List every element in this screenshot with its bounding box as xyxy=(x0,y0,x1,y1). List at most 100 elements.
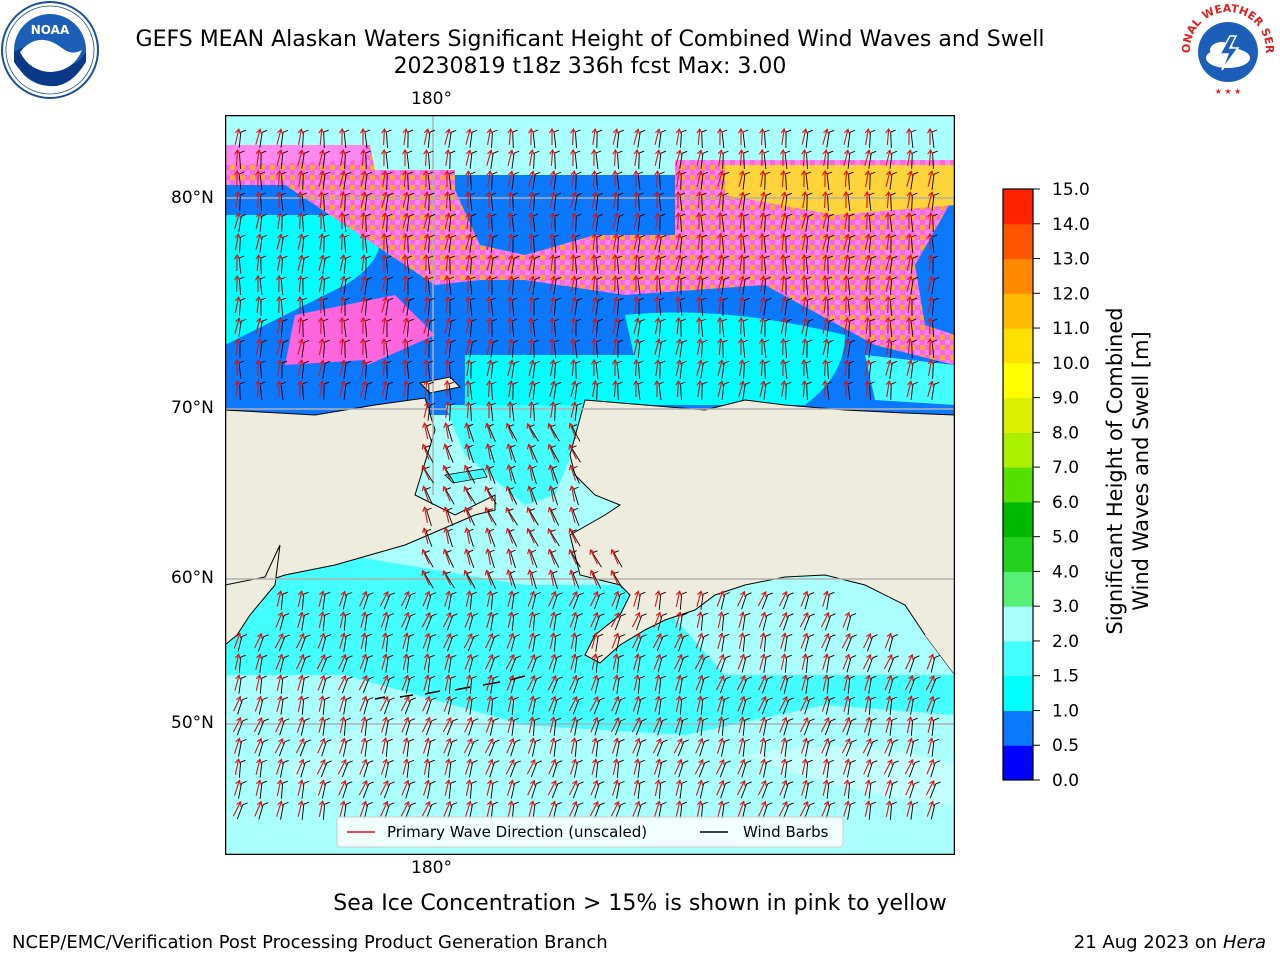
wind-barb xyxy=(574,257,578,275)
wave-direction-arrow xyxy=(591,213,597,229)
wind-barb xyxy=(826,762,830,778)
wind-barb xyxy=(323,194,325,212)
colorbar: 0.00.51.01.52.03.04.05.06.07.08.09.010.0… xyxy=(1002,180,1090,791)
wave-direction-arrow xyxy=(654,234,660,250)
wave-direction-arrow xyxy=(758,801,766,817)
wind-barb xyxy=(449,194,451,212)
chart-subtitle: 20230819 t18z 336h fcst Max: 3.00 xyxy=(393,54,787,79)
wind-barb xyxy=(572,594,580,610)
wave-direction-arrow xyxy=(528,486,534,502)
wind-barb xyxy=(595,195,599,211)
wave-direction-arrow xyxy=(843,318,849,334)
wind-barb xyxy=(638,194,640,212)
wind-barb xyxy=(470,258,472,274)
wind-barb xyxy=(301,678,305,694)
wave-direction-arrow xyxy=(739,212,743,230)
wave-direction-arrow xyxy=(319,191,323,209)
wind-barb xyxy=(343,363,347,379)
wave-direction-arrow xyxy=(631,717,641,733)
wind-barb xyxy=(594,783,600,799)
wave-direction-arrow xyxy=(569,549,577,565)
wind-barb xyxy=(574,236,578,254)
wind-barb xyxy=(343,720,347,736)
wave-direction-arrow xyxy=(926,801,934,817)
wave-direction-arrow xyxy=(360,276,366,292)
wind-barb xyxy=(616,783,620,799)
wind-barb xyxy=(889,279,893,295)
wave-direction-arrow xyxy=(610,717,620,733)
wind-barb xyxy=(805,741,809,757)
wave-direction-arrow xyxy=(528,696,534,712)
wind-barb xyxy=(343,131,347,149)
wave-direction-arrow xyxy=(464,612,472,628)
wind-barb xyxy=(509,447,517,463)
wave-direction-arrow xyxy=(319,234,323,250)
wave-direction-arrow xyxy=(548,591,556,607)
wave-direction-arrow xyxy=(801,780,807,796)
wave-direction-arrow xyxy=(822,780,828,796)
wave-direction-arrow xyxy=(759,633,765,649)
colorbar-tick-label: 12.0 xyxy=(1052,284,1090,304)
wave-direction-arrow xyxy=(633,339,639,355)
wind-barb xyxy=(700,720,704,736)
wind-barb xyxy=(761,783,769,799)
wind-barb xyxy=(427,132,431,148)
colorbar-tick-label: 13.0 xyxy=(1052,250,1090,270)
wind-barb xyxy=(571,552,581,568)
wind-barb xyxy=(302,132,304,148)
wave-direction-arrow xyxy=(866,212,868,230)
wind-barb xyxy=(742,236,746,254)
wave-direction-arrow xyxy=(801,297,807,313)
wave-direction-arrow xyxy=(529,338,533,356)
wind-barb xyxy=(595,362,599,380)
wind-barb xyxy=(575,174,577,190)
wind-barb xyxy=(448,762,452,778)
wind-barb xyxy=(511,320,515,338)
wave-direction-arrow xyxy=(717,255,723,271)
wave-direction-arrow xyxy=(885,255,891,271)
wind-barb xyxy=(700,299,704,317)
wave-direction-arrow xyxy=(590,549,598,565)
wind-barb xyxy=(868,678,872,694)
wind-barb xyxy=(573,615,579,631)
wind-barb xyxy=(552,573,558,589)
wind-barb xyxy=(868,215,872,233)
wave-direction-arrow xyxy=(717,801,723,817)
wave-direction-arrow xyxy=(695,738,703,754)
wind-barb xyxy=(677,741,685,757)
wind-barb xyxy=(804,699,810,715)
wind-barb xyxy=(322,720,326,736)
wind-barb xyxy=(847,258,851,274)
wind-barb xyxy=(364,131,368,149)
wind-barb xyxy=(279,657,285,673)
wind-barb xyxy=(466,573,476,589)
wind-barb xyxy=(260,194,262,212)
wave-direction-arrow xyxy=(234,738,240,754)
wave-direction-arrow xyxy=(864,801,870,817)
wind-barb xyxy=(530,552,538,568)
wind-barb xyxy=(301,783,305,799)
wind-barb xyxy=(867,636,873,652)
wind-barb xyxy=(509,573,517,589)
wind-barb xyxy=(342,657,348,673)
wind-barb xyxy=(363,762,369,778)
wave-direction-arrow xyxy=(739,360,743,376)
wave-direction-arrow xyxy=(506,486,514,502)
wave-direction-arrow xyxy=(613,192,617,208)
wind-barb xyxy=(529,510,539,526)
wave-direction-arrow xyxy=(822,213,828,229)
wind-barb xyxy=(658,594,662,610)
wind-barb xyxy=(763,657,767,673)
wave-direction-arrow xyxy=(297,234,303,250)
wave-direction-arrow xyxy=(655,170,659,188)
wind-barb xyxy=(658,194,662,212)
wave-direction-arrow xyxy=(633,654,639,670)
wind-barb xyxy=(552,657,558,673)
wave-direction-arrow xyxy=(928,254,932,272)
wind-barb xyxy=(911,153,913,169)
wave-direction-arrow xyxy=(570,402,576,418)
wave-direction-arrow xyxy=(445,528,449,544)
wind-barb xyxy=(532,320,536,338)
wave-direction-arrow xyxy=(234,318,240,334)
wave-direction-arrow xyxy=(359,591,367,607)
